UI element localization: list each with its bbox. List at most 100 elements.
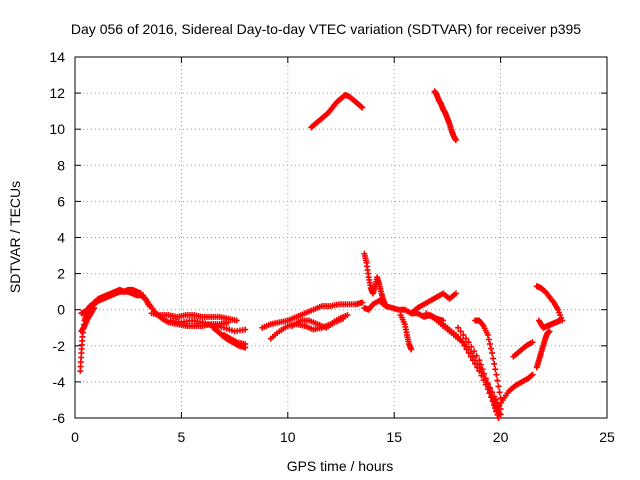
- data-point: [494, 377, 501, 384]
- series-track-5: [148, 310, 240, 324]
- y-tick-label: 0: [57, 302, 65, 318]
- data-point: [465, 339, 472, 346]
- data-point: [485, 336, 492, 343]
- data-point: [491, 360, 498, 367]
- data-point: [490, 396, 497, 403]
- y-tick-label: 12: [49, 85, 65, 101]
- data-point: [476, 357, 483, 364]
- y-tick-label: -6: [53, 410, 66, 426]
- data-point: [358, 103, 365, 110]
- data-point: [474, 364, 481, 371]
- axis-ticks: 0 5 10 15 20 25 -6 -4 -2 0 2 4 6 8 10 12 14: [49, 49, 615, 445]
- data-point: [340, 315, 347, 322]
- data-point: [492, 366, 499, 373]
- data-point: [344, 312, 351, 319]
- y-tick-label: 2: [57, 266, 65, 282]
- x-tick-label: 5: [178, 429, 186, 445]
- series-track-15: [397, 312, 415, 353]
- data-point: [91, 304, 98, 311]
- data-point: [557, 317, 564, 324]
- data-point: [495, 383, 502, 390]
- series-track-23: [510, 339, 536, 360]
- series-track-6: [167, 317, 249, 335]
- y-tick-label: 4: [57, 230, 65, 246]
- x-tick-label: 0: [71, 429, 79, 445]
- data-point: [463, 346, 470, 353]
- data-point: [233, 317, 240, 324]
- data-point: [481, 370, 488, 377]
- data-point: [496, 410, 503, 417]
- series-track-4: [140, 292, 232, 329]
- data-point: [465, 350, 472, 357]
- x-tick-label: 15: [386, 429, 402, 445]
- series-track-8: [220, 331, 249, 347]
- data-point: [452, 290, 459, 297]
- series-track-22: [493, 371, 536, 414]
- data-point: [495, 415, 502, 421]
- series-track-9: [259, 299, 366, 331]
- data-point: [460, 331, 467, 338]
- data-point: [488, 345, 495, 352]
- series-track-3: [78, 304, 98, 335]
- series-track-12: [308, 91, 366, 131]
- data-point: [471, 348, 477, 355]
- data-point: [472, 360, 479, 367]
- data-point: [529, 339, 536, 346]
- series-track-20: [455, 324, 504, 418]
- data-point: [529, 371, 536, 378]
- y-axis-label: SDTVAR / TECUs: [7, 181, 23, 293]
- series-track-17: [431, 88, 459, 144]
- data-point: [476, 368, 483, 375]
- data-point: [359, 104, 366, 111]
- data-point: [489, 393, 496, 400]
- y-tick-label: 14: [49, 49, 65, 65]
- y-tick-label: -2: [53, 338, 66, 354]
- data-point: [482, 375, 489, 382]
- series-track-21: [472, 317, 504, 402]
- data-point: [489, 350, 496, 357]
- data-point: [546, 328, 553, 335]
- data-point: [490, 355, 497, 362]
- series-track-19: [433, 317, 502, 421]
- y-tick-label: 10: [49, 121, 65, 137]
- y-tick-label: 6: [57, 193, 65, 209]
- series-track-26: [533, 328, 553, 371]
- data-point: [242, 340, 249, 347]
- series-track-2: [78, 286, 144, 317]
- data-point: [486, 340, 493, 347]
- data-marks: [77, 88, 566, 421]
- series-track-25: [535, 317, 564, 331]
- data-point: [408, 346, 415, 353]
- data-point: [477, 361, 484, 368]
- data-point: [459, 339, 466, 346]
- data-point: [487, 388, 494, 395]
- data-point: [457, 328, 464, 335]
- data-point: [497, 411, 504, 418]
- grid: [75, 57, 607, 418]
- data-point: [496, 389, 503, 396]
- x-tick-label: 10: [280, 429, 296, 445]
- data-point: [484, 379, 491, 386]
- data-point: [455, 324, 462, 331]
- series-track-1: [77, 286, 153, 375]
- data-point: [461, 342, 468, 349]
- data-point: [485, 384, 492, 391]
- series-track-13: [361, 250, 389, 310]
- data-point: [528, 372, 535, 379]
- y-tick-label: -4: [53, 374, 66, 390]
- series-track-24: [533, 283, 566, 324]
- data-point: [479, 366, 486, 373]
- chart-title: Day 056 of 2016, Sidereal Day-to-day VTE…: [71, 21, 581, 37]
- x-tick-label: 20: [493, 429, 509, 445]
- data-point: [469, 357, 476, 364]
- data-point: [493, 371, 500, 378]
- data-point: [467, 353, 474, 360]
- data-point: [468, 343, 475, 350]
- series-track-14: [361, 290, 459, 317]
- series-track-10: [267, 312, 351, 342]
- data-point: [473, 352, 480, 359]
- series-track-11: [289, 315, 347, 331]
- data-point: [463, 335, 470, 342]
- y-tick-label: 8: [57, 157, 65, 173]
